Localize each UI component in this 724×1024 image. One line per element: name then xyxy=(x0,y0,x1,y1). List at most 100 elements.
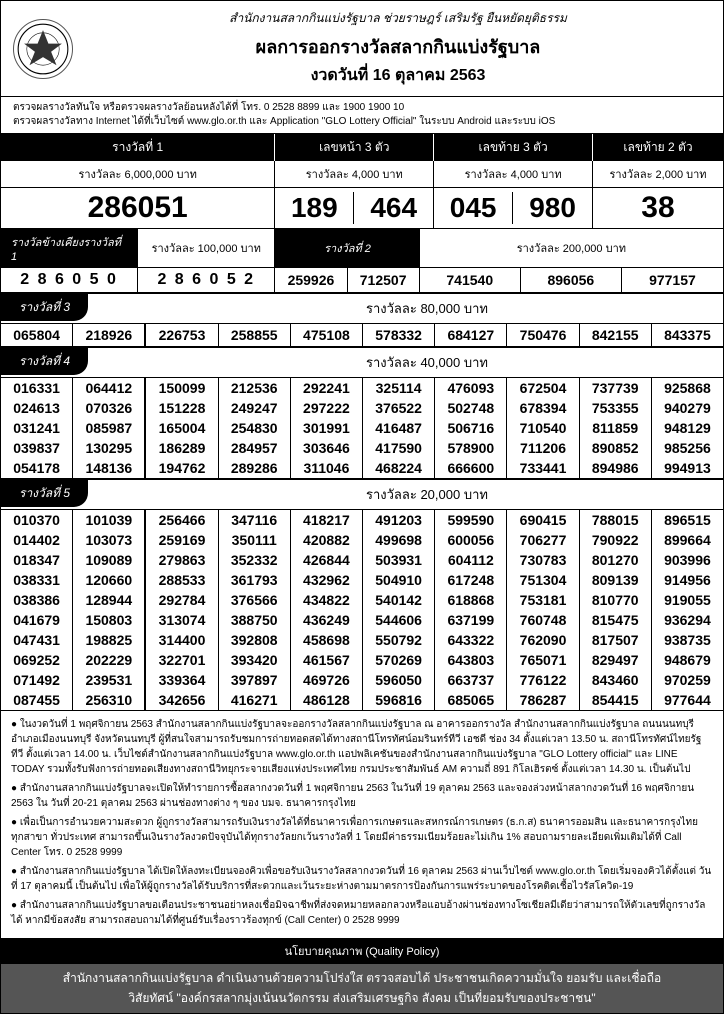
prize-num: 914956 xyxy=(652,570,723,590)
prize-num: 499698 xyxy=(363,530,434,550)
prize-num: 678394 xyxy=(507,398,578,418)
prize-num: 690415 xyxy=(507,510,578,530)
note-1: ● ในงวดวันที่ 1 พฤศจิกายน 2563 สำนักงานส… xyxy=(11,717,713,777)
prize3-num: 226753 xyxy=(146,324,218,346)
col: 064412070326085987130295148136 xyxy=(73,378,146,478)
num-back3-1: 045 xyxy=(434,192,513,224)
prize3-num: 475108 xyxy=(291,324,363,346)
header: สำนักงานสลากกินแบ่งรัฐบาล ช่วยราษฎร์ เสร… xyxy=(1,1,723,96)
label-prize1: รางวัลที่ 1 xyxy=(1,134,275,161)
prize-num: 038386 xyxy=(1,590,72,610)
prize-num: 925868 xyxy=(652,378,723,398)
prize-num: 604112 xyxy=(435,550,506,570)
num-prize2-2: 712507 xyxy=(348,268,420,292)
prize-num: 041679 xyxy=(1,610,72,630)
prize-num: 458698 xyxy=(291,630,362,650)
prize-num: 297222 xyxy=(291,398,362,418)
prize3-num: 258855 xyxy=(219,324,291,346)
col: 925868940279948129985256994913 xyxy=(652,378,723,478)
prize-num: 292784 xyxy=(146,590,217,610)
prize-num: 854415 xyxy=(580,690,651,710)
prize-num: 085987 xyxy=(73,418,144,438)
prize-num: 790922 xyxy=(580,530,651,550)
prize-num: 016331 xyxy=(1,378,72,398)
section-prize5-head: รางวัลที่ 5 รางวัลละ 20,000 บาท xyxy=(1,479,723,510)
prize-num: 502748 xyxy=(435,398,506,418)
prize-num: 643803 xyxy=(435,650,506,670)
footer-line2: วิสัยทัศน์ "องค์กรสลากมุ่งเน้นนวัตกรรม ส… xyxy=(5,989,719,1008)
prize-num: 393420 xyxy=(219,650,290,670)
prize-num: 194762 xyxy=(146,458,217,478)
prize-num: 899664 xyxy=(652,530,723,550)
prize-num: 970259 xyxy=(652,670,723,690)
prize3-num: 218926 xyxy=(73,324,146,346)
prize-num: 202229 xyxy=(73,650,144,670)
prize-num: 710540 xyxy=(507,418,578,438)
col: 8965158996649039969149569190559362949387… xyxy=(652,510,723,710)
prize-num: 977644 xyxy=(652,690,723,710)
prize-num: 151228 xyxy=(146,398,217,418)
prize-num: 711206 xyxy=(507,438,578,458)
prize-num: 322701 xyxy=(146,650,217,670)
prize-num: 985256 xyxy=(652,438,723,458)
prize-num: 303646 xyxy=(291,438,362,458)
col: 4912034996985039315049105401425446065507… xyxy=(363,510,435,710)
prize-num: 325114 xyxy=(363,378,434,398)
page-title: ผลการออกรางวัลสลากกินแบ่งรัฐบาล xyxy=(85,32,711,61)
note-2: ● สำนักงานสลากกินแบ่งรัฐบาลจะเปิดให้ทำรา… xyxy=(11,781,713,811)
prize-num: 186289 xyxy=(146,438,217,458)
prize-num: 259169 xyxy=(146,530,217,550)
glo-logo-icon xyxy=(13,19,73,79)
prize-num: 596050 xyxy=(363,670,434,690)
prize-num: 737739 xyxy=(580,378,651,398)
prize-num: 311046 xyxy=(291,458,362,478)
prize-num: 706277 xyxy=(507,530,578,550)
prize-num: 829497 xyxy=(580,650,651,670)
note-5: ● สำนักงานสลากกินแบ่งรัฐบาลขอเตือนประชาช… xyxy=(11,898,713,928)
prize3-num: 843375 xyxy=(652,324,723,346)
prize-num: 476093 xyxy=(435,378,506,398)
lottery-result-page: สำนักงานสลากกินแบ่งรัฐบาล ช่วยราษฎร์ เสร… xyxy=(0,0,724,1014)
prize-num: 313074 xyxy=(146,610,217,630)
prize-num: 503931 xyxy=(363,550,434,570)
row-near-prize2-nums: 2 8 6 0 5 0 2 8 6 0 5 2 259926 712507 74… xyxy=(1,268,723,293)
prize-num: 434822 xyxy=(291,590,362,610)
prize-num: 350111 xyxy=(219,530,290,550)
prize-num: 663737 xyxy=(435,670,506,690)
prize-num: 352332 xyxy=(219,550,290,570)
prize-num: 491203 xyxy=(363,510,434,530)
prize-num: 540142 xyxy=(363,590,434,610)
prize-num: 468224 xyxy=(363,458,434,478)
prize-num: 376522 xyxy=(363,398,434,418)
prize-num: 817507 xyxy=(580,630,651,650)
prize-num: 776122 xyxy=(507,670,578,690)
num-front3-1: 189 xyxy=(275,192,354,224)
prize-num: 014402 xyxy=(1,530,72,550)
prize3-num: 065804 xyxy=(1,324,73,346)
prize-num: 047431 xyxy=(1,630,72,650)
prize-num: 751304 xyxy=(507,570,578,590)
col: 1010391030731090891206601289441508031988… xyxy=(73,510,146,710)
prize-num: 890852 xyxy=(580,438,651,458)
prize-num: 894986 xyxy=(580,458,651,478)
prize-num: 919055 xyxy=(652,590,723,610)
prize-num: 940279 xyxy=(652,398,723,418)
prize-num: 765071 xyxy=(507,650,578,670)
num-front3-2: 464 xyxy=(354,192,433,224)
num-prize2-3: 741540 xyxy=(420,268,521,292)
prize-num: 753181 xyxy=(507,590,578,610)
prize-num: 376566 xyxy=(219,590,290,610)
prize-num: 730783 xyxy=(507,550,578,570)
prize-num: 637199 xyxy=(435,610,506,630)
prize-num: 599590 xyxy=(435,510,506,530)
prize-num: 087455 xyxy=(1,690,72,710)
col: 016331024613031241039837054178 xyxy=(1,378,73,478)
prize-num: 031241 xyxy=(1,418,72,438)
prize-num: 256310 xyxy=(73,690,144,710)
header-text: สำนักงานสลากกินแบ่งรัฐบาล ช่วยราษฎร์ เสร… xyxy=(85,9,711,88)
prize-num: 843460 xyxy=(580,670,651,690)
footer-line1: สำนักงานสลากกินแบ่งรัฐบาล ดำเนินงานด้วยค… xyxy=(5,969,719,988)
prize-num: 212536 xyxy=(219,378,290,398)
prize-num: 504910 xyxy=(363,570,434,590)
prize-num: 130295 xyxy=(73,438,144,458)
